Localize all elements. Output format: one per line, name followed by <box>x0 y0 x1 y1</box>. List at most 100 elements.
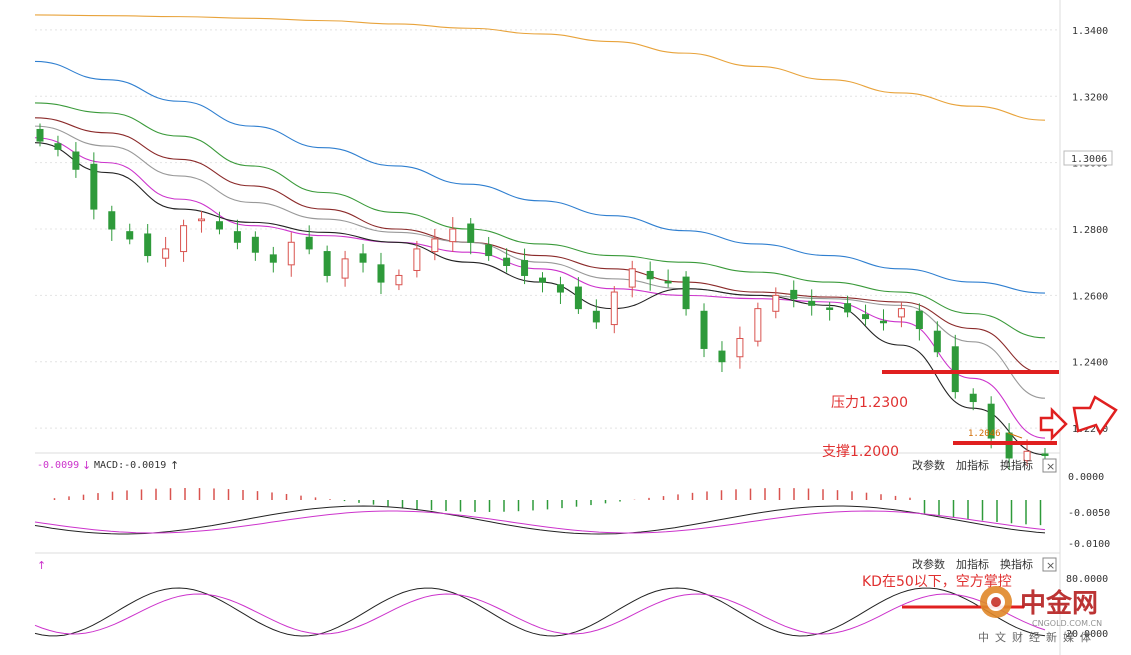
candle-body <box>862 314 870 320</box>
y-tick-label: 1.2400 <box>1072 358 1108 369</box>
candle-body <box>879 320 887 324</box>
add-indicator-button[interactable]: 加指标 <box>956 458 989 472</box>
y-tick-label: 1.2200 <box>1072 424 1108 435</box>
macd-header-label: MACD:-0.0019 <box>94 460 166 471</box>
candle-body <box>844 303 852 313</box>
candle-body <box>897 308 905 318</box>
candle-body <box>323 251 331 276</box>
y-tick-label: 1.2600 <box>1072 291 1108 302</box>
candle-body <box>449 228 457 243</box>
candle-body <box>233 231 241 243</box>
watermark: 中金网 CNGOLD.COM.CN 中文财经新媒体 <box>978 586 1102 644</box>
candle-body <box>987 403 995 439</box>
candle-body <box>1023 450 1031 462</box>
close-icon: × <box>1046 460 1055 473</box>
kd-up-arrow-icon: ↑ <box>37 559 46 572</box>
grid-lines <box>35 29 1060 429</box>
candle-body <box>664 280 672 284</box>
macd-dif-line <box>34 505 1046 535</box>
candle-body <box>700 310 708 349</box>
kd-d-line <box>34 593 1046 635</box>
candle-body <box>359 253 367 263</box>
candle-body <box>574 286 582 310</box>
candle-body <box>198 218 206 222</box>
candle-body <box>269 254 277 263</box>
kd-k-line <box>34 587 1046 637</box>
candle-body <box>772 294 780 312</box>
low-price-label: 1.2046 <box>968 429 1001 439</box>
kd-lines: 80.0000 20.0000 <box>34 574 1108 640</box>
kd-add-indicator-button[interactable]: 加指标 <box>956 557 989 571</box>
candle-body <box>36 128 44 142</box>
change-params-button[interactable]: 改参数 <box>912 458 945 472</box>
candle-body <box>467 223 475 243</box>
candlesticks <box>36 123 1049 470</box>
moving-average-line <box>34 14 1046 121</box>
last-price-marker <box>1063 150 1113 166</box>
macd-histogram-and-lines: 0.0000 -0.0050 -0.0100 <box>34 472 1110 550</box>
candle-body <box>646 270 654 280</box>
candle-body <box>503 257 511 267</box>
candle-body <box>556 284 564 293</box>
candle-body <box>933 330 941 353</box>
watermark-url: CNGOLD.COM.CN <box>1032 619 1102 628</box>
kd-tick-label: 20.0000 <box>1066 629 1108 640</box>
watermark-brand: 中金网 <box>1020 588 1098 619</box>
candle-body <box>251 236 259 253</box>
candle-body <box>521 260 529 276</box>
candle-body <box>485 244 493 257</box>
candle-body <box>341 258 349 279</box>
kd-tick-label: 80.0000 <box>1066 574 1108 585</box>
bounce-arrow-small <box>1039 406 1068 442</box>
candle-body <box>790 289 798 300</box>
y-tick-label: 1.3200 <box>1072 92 1108 103</box>
watermark-tagline: 中文财经新媒体 <box>978 630 1097 644</box>
bounce-arrow-large <box>1072 395 1118 436</box>
macd-header-value: -0.0099 <box>37 460 79 471</box>
moving-average-line <box>34 117 1046 374</box>
y-tick-label: 1.2800 <box>1072 225 1108 236</box>
kd-switch-indicator-button[interactable]: 换指标 <box>1000 557 1033 571</box>
candle-body <box>736 338 744 358</box>
candle-body <box>54 143 62 150</box>
close-panel-button[interactable] <box>1042 458 1057 473</box>
y-tick-label: 1.3400 <box>1072 26 1108 37</box>
candle-body <box>718 350 726 363</box>
candle-body <box>395 274 403 286</box>
switch-indicator-button[interactable]: 换指标 <box>1000 458 1033 472</box>
candle-body <box>126 231 134 240</box>
macd-tick-label: 0.0000 <box>1068 472 1104 483</box>
moving-average-line <box>34 60 1046 294</box>
candle-body <box>951 346 959 393</box>
resistance-label: 压力1.2300 <box>831 395 908 411</box>
candle-body <box>72 151 80 170</box>
kd-close-icon: × <box>1046 559 1055 572</box>
candle-body <box>377 264 385 283</box>
down-arrow-icon: ↓ <box>82 459 91 472</box>
candle-body <box>1005 432 1013 459</box>
candle-body <box>108 211 116 230</box>
macd-tick-label: -0.0100 <box>1068 539 1110 550</box>
macd-tick-label: -0.0050 <box>1068 508 1110 519</box>
kd-annotation: KD在50以下，空方掌控 <box>862 574 1012 590</box>
low-price-pointer <box>1007 432 1023 439</box>
candle-body <box>90 163 98 210</box>
candle-body <box>215 221 223 230</box>
moving-average-line <box>34 137 1046 439</box>
up-arrow-icon: ↑ <box>170 459 179 472</box>
moving-average-line <box>34 125 1046 399</box>
candle-body <box>413 248 421 271</box>
candle-body <box>969 393 977 403</box>
last-price-label: 1.3006 <box>1071 154 1107 165</box>
candle-body <box>144 233 152 257</box>
candle-body <box>592 310 600 323</box>
kd-close-panel-button[interactable] <box>1042 557 1057 572</box>
candle-body <box>915 310 923 330</box>
candle-body <box>431 238 439 253</box>
candle-body <box>180 225 188 253</box>
moving-average-line <box>34 102 1046 339</box>
candle-body <box>162 248 170 259</box>
candle-body <box>826 307 834 310</box>
kd-change-params-button[interactable]: 改参数 <box>912 557 945 571</box>
